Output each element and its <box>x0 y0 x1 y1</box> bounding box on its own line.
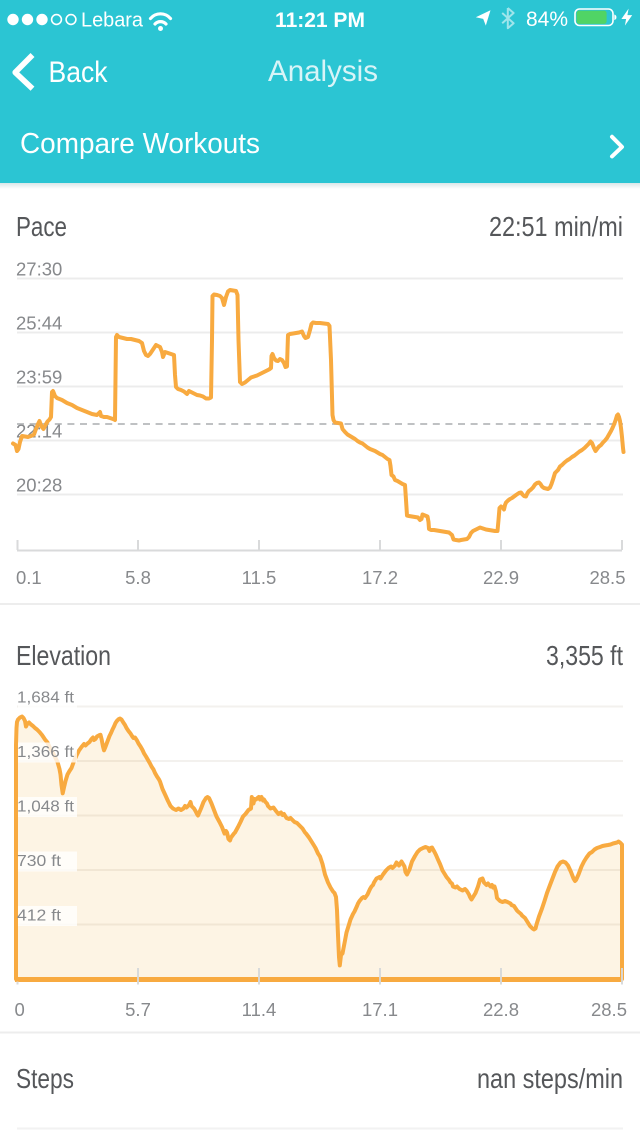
svg-text:27:30: 27:30 <box>16 259 62 280</box>
svg-text:17.1: 17.1 <box>362 999 398 1020</box>
svg-text:1,366 ft: 1,366 ft <box>17 744 75 761</box>
svg-text:Compare Workouts: Compare Workouts <box>20 128 260 160</box>
svg-text:3,355 ft: 3,355 ft <box>546 640 623 671</box>
svg-text:Pace: Pace <box>16 211 67 242</box>
svg-text:5.7: 5.7 <box>125 999 151 1020</box>
svg-text:1,048 ft: 1,048 ft <box>17 799 75 816</box>
svg-text:412 ft: 412 ft <box>17 908 62 925</box>
svg-text:17.2: 17.2 <box>362 567 398 588</box>
svg-text:84%: 84% <box>526 8 568 31</box>
svg-text:nan steps/min: nan steps/min <box>477 1063 623 1094</box>
svg-text:11.4: 11.4 <box>242 999 277 1020</box>
svg-text:11:21 PM: 11:21 PM <box>275 9 365 32</box>
svg-text:Lebara: Lebara <box>81 10 144 32</box>
svg-text:Analysis: Analysis <box>268 55 378 88</box>
svg-text:28.5: 28.5 <box>589 567 625 588</box>
svg-text:20:28: 20:28 <box>16 475 62 496</box>
svg-text:22:51 min/mi: 22:51 min/mi <box>489 211 623 242</box>
svg-text:11.5: 11.5 <box>242 567 277 588</box>
svg-text:730 ft: 730 ft <box>17 853 62 870</box>
svg-text:5.8: 5.8 <box>125 567 151 588</box>
svg-text:0: 0 <box>15 999 25 1020</box>
svg-text:1,684 ft: 1,684 ft <box>17 690 75 707</box>
svg-text:Back: Back <box>49 56 109 89</box>
svg-text:Steps: Steps <box>16 1063 74 1094</box>
svg-text:28.5: 28.5 <box>591 999 627 1020</box>
svg-text:22.9: 22.9 <box>483 567 519 588</box>
svg-text:23:59: 23:59 <box>16 367 62 388</box>
svg-text:25:44: 25:44 <box>16 313 62 334</box>
svg-text:Elevation: Elevation <box>16 640 111 671</box>
svg-text:0.1: 0.1 <box>16 567 42 588</box>
svg-text:22.8: 22.8 <box>483 999 519 1020</box>
